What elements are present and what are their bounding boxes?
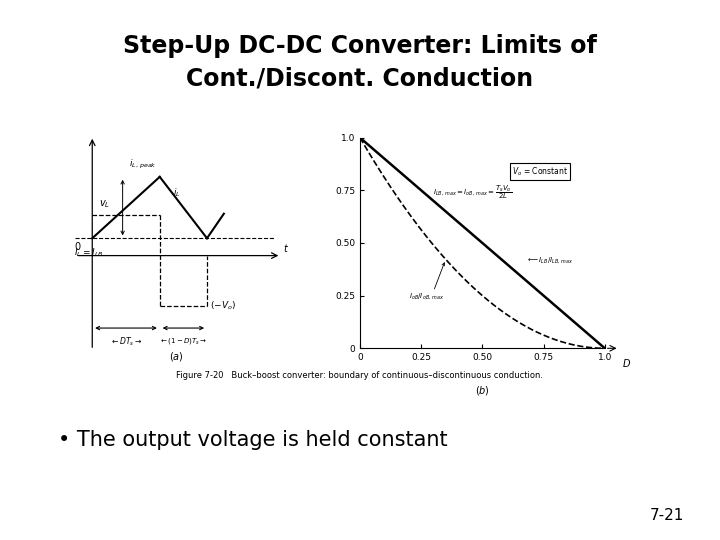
Text: $i_L$: $i_L$ (174, 186, 181, 199)
Text: $i_{L,\,peak}$: $i_{L,\,peak}$ (129, 158, 157, 171)
Text: $\leftarrow DT_s \rightarrow$: $\leftarrow DT_s \rightarrow$ (109, 336, 143, 348)
Text: 0: 0 (74, 242, 81, 253)
Text: $V_o$ = Constant: $V_o$ = Constant (512, 165, 568, 178)
Text: $(-V_o)$: $(-V_o)$ (210, 300, 236, 312)
Text: 7-21: 7-21 (649, 508, 684, 523)
Text: $\leftarrow (1-D)T_s \rightarrow$: $\leftarrow (1-D)T_s \rightarrow$ (159, 336, 207, 346)
Text: $D$: $D$ (622, 357, 631, 369)
Text: $v_L$: $v_L$ (99, 198, 110, 210)
Text: $I_L = I_{LB}$: $I_L = I_{LB}$ (73, 246, 103, 259)
Text: $(a)$: $(a)$ (169, 350, 184, 363)
Text: • The output voltage is held constant: • The output voltage is held constant (58, 430, 447, 450)
Text: $I_{LB,\,max} = I_{oB,\,max} = \dfrac{T_s V_o}{2L}$: $I_{LB,\,max} = I_{oB,\,max} = \dfrac{T_… (433, 184, 513, 201)
Text: $t$: $t$ (283, 242, 289, 254)
Text: Step-Up DC-DC Converter: Limits of: Step-Up DC-DC Converter: Limits of (123, 34, 597, 58)
Text: $\longleftarrow I_{LB}/I_{LB,\,max}$: $\longleftarrow I_{LB}/I_{LB,\,max}$ (526, 255, 574, 265)
Text: $(b)$: $(b)$ (475, 384, 490, 397)
Text: Figure 7-20   Buck–boost converter: boundary of continuous–discontinuous conduct: Figure 7-20 Buck–boost converter: bounda… (176, 371, 544, 380)
Text: Cont./Discont. Conduction: Cont./Discont. Conduction (186, 66, 534, 90)
Text: $I_{oB}/I_{oB,\,max}$: $I_{oB}/I_{oB,\,max}$ (409, 291, 444, 301)
